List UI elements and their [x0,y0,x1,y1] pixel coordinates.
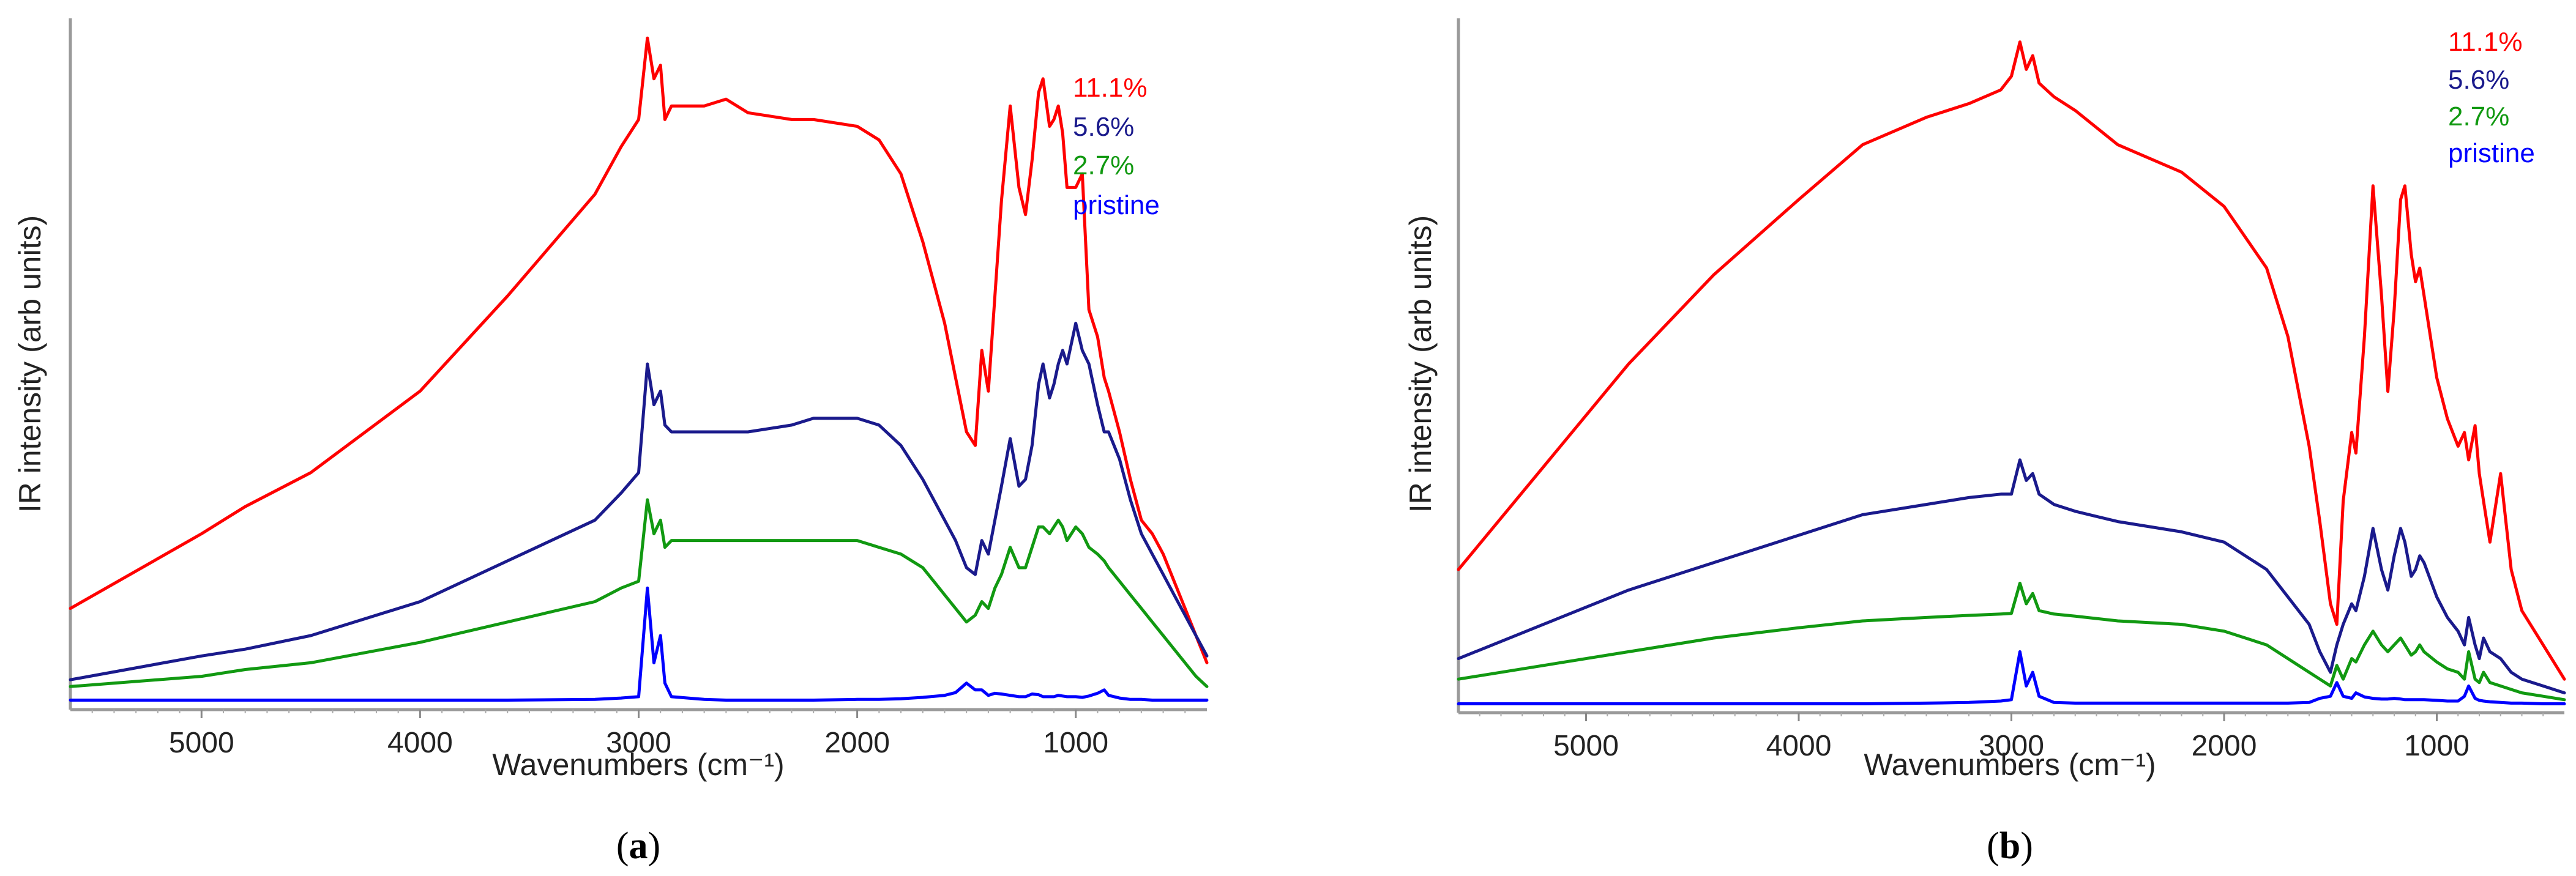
series-line-5-6 [69,321,1209,681]
legend-entry-2-7: 2.7% [2448,102,2509,132]
x-tick-label: 1000 [1043,727,1108,759]
series-line-2-7 [69,498,1209,688]
x-tick-label: 4000 [387,727,453,759]
legend: 11.1% 5.6% 2.7% pristine [1073,73,1160,220]
series-line-2-7 [1457,581,2566,702]
x-ticks: 5000 4000 3000 2000 1000 [91,710,1186,759]
series-line-5-6 [1457,458,2566,695]
panel-letter: a [629,825,648,867]
x-axis-title: Wavenumbers (cm⁻¹) [1864,748,2156,782]
legend-entry-5-6: 5.6% [2448,65,2509,95]
x-axis-title: Wavenumbers (cm⁻¹) [492,748,784,782]
x-tick-label: 3000 [1979,730,2044,762]
series-line-pristine [69,586,1209,702]
y-axis-title: IR intensity (arb units) [1403,215,1438,513]
x-tick-label: 2000 [2192,730,2257,762]
series-group [69,36,1209,702]
legend: 11.1% 5.6% 2.7% pristine [2448,27,2535,168]
x-tick-label: 5000 [169,727,234,759]
legend-entry-11-1: 11.1% [2448,27,2523,57]
chart-panel-a: 5000 4000 3000 2000 1000 Wavenumbers (cm⁻¹) … [13,18,1209,867]
series-group [1457,40,2566,705]
panel-label-b: (b) [1987,825,2033,867]
chart-panel-b: 5000 4000 3000 2000 1000 Wavenumbers (cm⁻¹) … [1403,18,2566,867]
x-tick-label: 4000 [1766,730,1832,762]
series-line-pristine [1457,650,2566,705]
legend-entry-11-1: 11.1% [1073,73,1148,103]
legend-entry-2-7: 2.7% [1073,150,1134,180]
x-tick-label: 5000 [1553,730,1619,762]
panel-label-a: (a) [616,825,660,867]
x-ticks: 5000 4000 3000 2000 1000 [1479,713,2544,762]
series-line-11-1 [69,36,1209,664]
legend-entry-pristine: pristine [1073,190,1160,220]
panel-letter: b [1999,825,2020,867]
x-tick-label: 2000 [824,727,890,759]
series-line-11-1 [1457,40,2566,681]
x-tick-label: 3000 [606,727,671,759]
y-axis-title: IR intensity (arb units) [13,215,47,513]
legend-entry-pristine: pristine [2448,138,2535,168]
x-tick-label: 1000 [2404,730,2470,762]
legend-entry-5-6: 5.6% [1073,112,1134,142]
